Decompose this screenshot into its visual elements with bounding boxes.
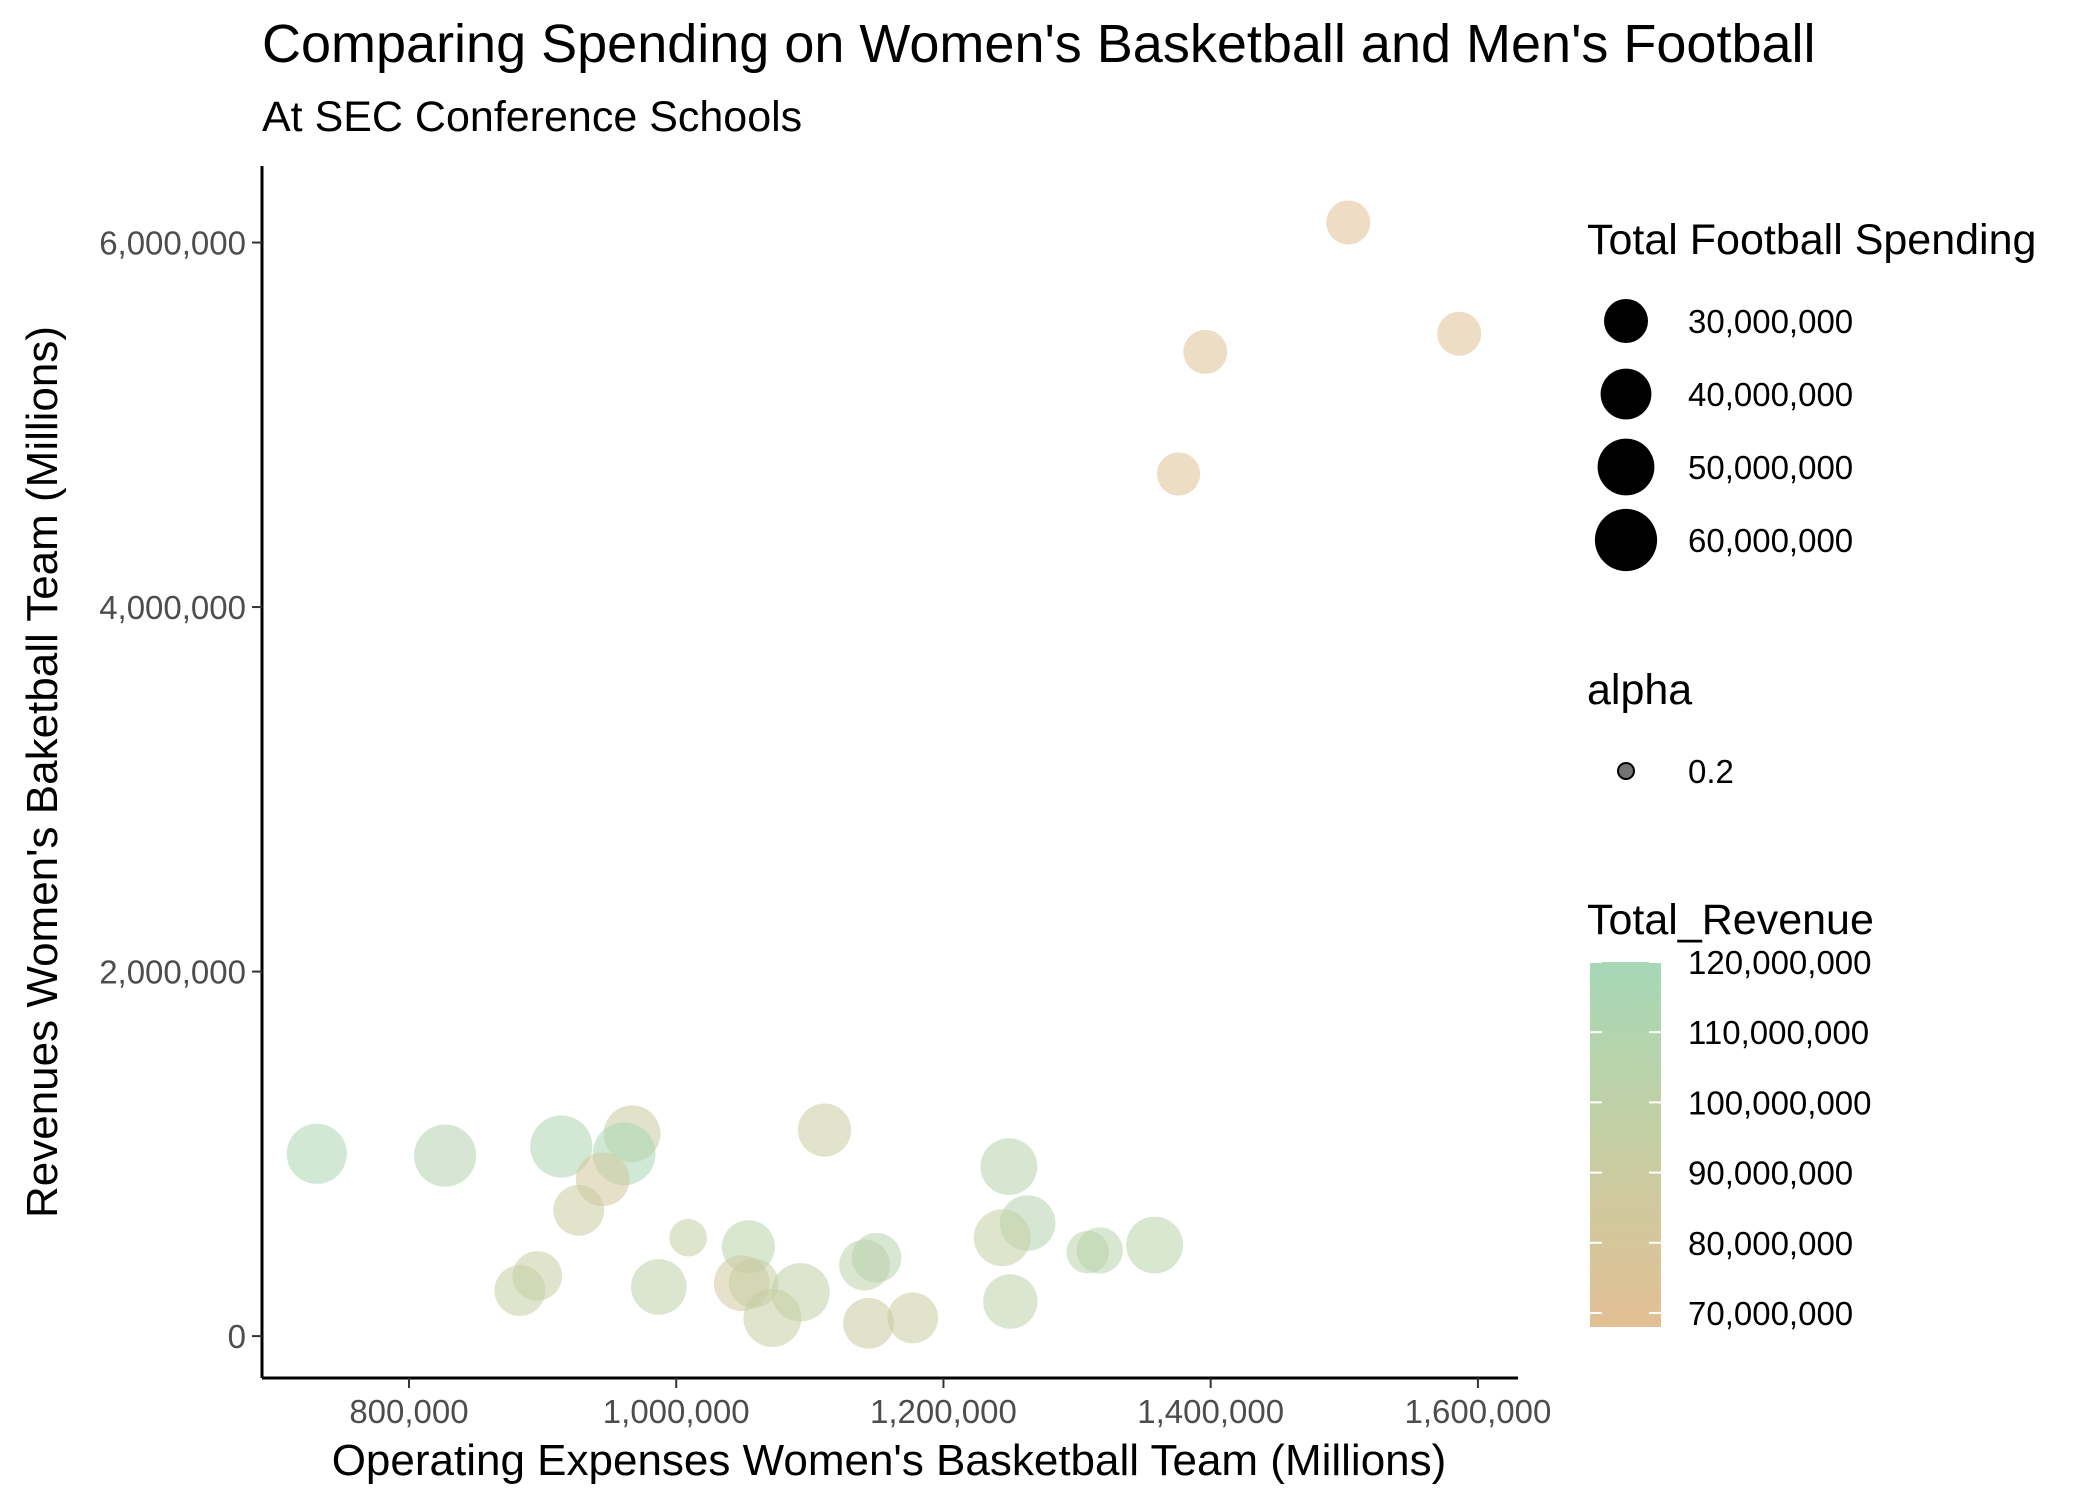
data-point: [843, 1297, 894, 1349]
data-point: [839, 1239, 890, 1291]
y-tick-label: 0: [228, 1318, 246, 1355]
y-tick-label: 4,000,000: [99, 589, 246, 626]
size-legend-label: 30,000,000: [1688, 303, 1853, 340]
x-tick-label: 1,200,000: [870, 1393, 1017, 1430]
data-point: [669, 1218, 707, 1257]
data-point: [1076, 1227, 1123, 1274]
data-point: [887, 1292, 939, 1344]
data-point: [973, 1209, 1031, 1267]
size-legend-key: [1594, 508, 1658, 572]
data-point: [494, 1265, 546, 1316]
data-point: [1437, 311, 1482, 356]
data-point: [414, 1124, 477, 1187]
y-tick-label: 6,000,000: [99, 225, 246, 262]
size-legend-key: [1600, 368, 1652, 420]
data-point: [983, 1274, 1038, 1329]
color-legend-label: 100,000,000: [1688, 1084, 1872, 1121]
color-legend-label: 110,000,000: [1688, 1014, 1869, 1051]
x-tick-label: 1,000,000: [603, 1393, 750, 1430]
data-point: [631, 1259, 687, 1315]
data-point: [743, 1288, 802, 1347]
data-point: [1183, 329, 1228, 374]
chart-title: Comparing Spending on Women's Basketball…: [262, 14, 1816, 74]
color-legend-label: 90,000,000: [1688, 1155, 1853, 1192]
axes-layer: 800,000 1,000,000 1,200,000 1,400,000 1,600,…: [99, 166, 1551, 1430]
size-legend-label: 40,000,000: [1688, 376, 1853, 413]
color-legend-title: Total_Revenue: [1587, 896, 1874, 944]
data-point: [530, 1115, 593, 1178]
alpha-legend-key: [1617, 762, 1635, 780]
data-point: [286, 1123, 347, 1184]
data-point: [797, 1103, 852, 1157]
data-point: [1326, 200, 1371, 245]
size-legend-label: 50,000,000: [1688, 449, 1853, 486]
x-tick-label: 1,400,000: [1137, 1393, 1284, 1430]
alpha-legend: 0.2: [1617, 753, 1734, 790]
color-legend-label: 80,000,000: [1688, 1225, 1853, 1262]
color-legend-label: 70,000,000: [1688, 1295, 1853, 1332]
size-legend-title: Total Football Spending: [1587, 216, 2036, 264]
size-legend-key: [1604, 299, 1648, 343]
data-point: [980, 1138, 1038, 1195]
color-legend-label: 120,000,000: [1688, 944, 1872, 981]
x-axis-title: Operating Expenses Women's Basketball Te…: [332, 1436, 1447, 1485]
y-tick-label: 2,000,000: [99, 954, 246, 991]
x-tick-label: 800,000: [349, 1393, 468, 1430]
alpha-legend-title: alpha: [1587, 666, 1692, 714]
x-tick-label: 1,600,000: [1405, 1393, 1552, 1430]
size-legend-key: [1597, 438, 1655, 496]
color-legend: 120,000,000 110,000,000 100,000,000 90,000,…: [1590, 944, 1872, 1332]
data-point: [1157, 452, 1201, 496]
color-legend-bar: [1590, 962, 1661, 1327]
data-point: [553, 1184, 605, 1236]
data-point: [1126, 1216, 1183, 1274]
size-legend: 30,000,000 40,000,000 50,000,000 60,000,000: [1594, 299, 1853, 572]
legend-area: Total Football Spending 30,000,000 40,000…: [1587, 216, 2036, 1332]
size-legend-label: 60,000,000: [1688, 522, 1853, 559]
alpha-legend-label: 0.2: [1688, 753, 1734, 790]
points-layer: [286, 200, 1482, 1349]
chart-subtitle: At SEC Conference Schools: [262, 93, 802, 141]
y-axis-title: Revenues Women's Baketball Team (Million…: [18, 326, 67, 1218]
